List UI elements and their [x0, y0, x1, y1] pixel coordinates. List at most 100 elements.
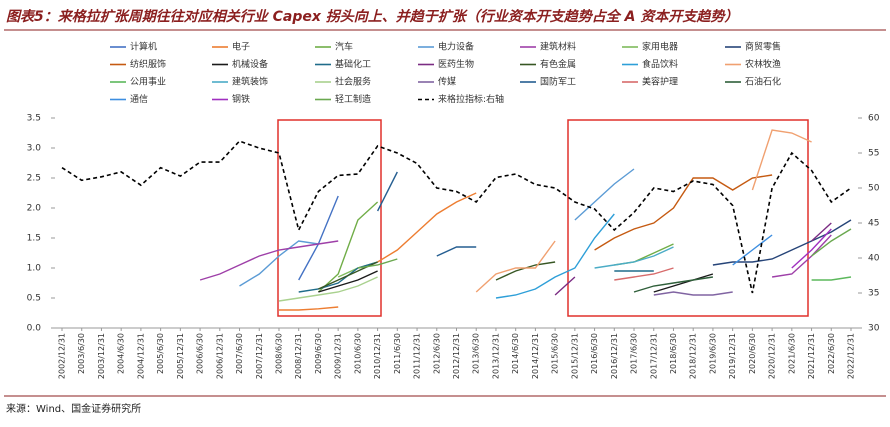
highlight-box: [277, 119, 382, 317]
series-line: [614, 267, 674, 281]
x-tick-label: 2015/12/31: [570, 333, 579, 379]
series-line: [791, 228, 832, 269]
x-tick-label: 2010/6/30: [353, 333, 362, 374]
x-tick-label: 2013/12/31: [491, 333, 500, 379]
chart-title: 图表5：来格拉扩张周期往往对应相关行业 Capex 拐头向上、并趋于扩张（行业资…: [6, 8, 738, 25]
x-tick-label: 2005/12/31: [176, 333, 185, 379]
legend-label: 国防军工: [540, 76, 576, 88]
series-line: [594, 174, 773, 251]
y-tick-label: 0.0: [27, 324, 42, 334]
x-tick-label: 2013/6/30: [472, 333, 481, 374]
x-tick-label: 2008/12/31: [294, 333, 303, 379]
x-tick-label: 2003/12/31: [97, 333, 106, 379]
series-line: [633, 276, 714, 293]
series-line: [298, 261, 654, 293]
x-tick-label: 2009/12/31: [334, 333, 343, 379]
y-tick-label: 3.0: [27, 144, 42, 154]
x-tick-label: 2011/6/30: [393, 333, 402, 374]
x-tick-label: 2011/12/31: [413, 333, 422, 379]
series-line: [594, 246, 674, 269]
series-line: [279, 192, 477, 311]
x-tick-label: 2016/6/30: [590, 333, 599, 374]
y-tick-label: 1.5: [27, 234, 41, 244]
x-tick-label: 2004/12/31: [136, 333, 145, 379]
y2-tick-label: 35: [868, 289, 879, 299]
series-line: [376, 171, 477, 257]
x-tick-label: 2008/6/30: [274, 333, 283, 374]
x-tick-label: 2022/6/30: [827, 333, 836, 374]
series-line: [554, 222, 832, 296]
highlight-box: [567, 119, 809, 317]
x-tick-label: 2012/6/30: [432, 333, 441, 374]
x-tick-label: 2018/6/30: [669, 333, 678, 374]
y2-tick-label: 55: [868, 149, 879, 159]
y2-tick-label: 30: [868, 324, 880, 334]
legend-label: 汽车: [335, 41, 353, 53]
y-tick-label: 1.0: [27, 264, 42, 274]
legend-label: 石油石化: [745, 76, 781, 88]
legend-label: 机械设备: [232, 58, 268, 70]
legend-label: 来格拉指标:右轴: [438, 93, 504, 105]
y-tick-label: 2.5: [27, 174, 41, 184]
x-tick-label: 2017/6/30: [630, 333, 639, 374]
series-line: [61, 140, 852, 294]
x-tick-label: 2020/12/31: [768, 333, 777, 379]
x-tick-label: 2019/12/31: [728, 333, 737, 379]
legend-label: 传媒: [438, 76, 456, 88]
source: 来源：Wind、国金证券研究所: [6, 402, 141, 415]
x-tick-label: 2004/6/30: [117, 333, 126, 374]
legend-label: 建筑材料: [540, 41, 576, 53]
y-tick-label: 2.0: [27, 204, 42, 214]
x-tick-label: 2002/12/31: [58, 333, 67, 379]
series-line: [653, 291, 733, 296]
legend-label: 电子: [232, 41, 250, 53]
legend-label: 纺织服饰: [130, 58, 166, 70]
series-line: [199, 234, 832, 281]
x-tick-label: 2007/6/30: [235, 333, 244, 374]
series-line: [318, 270, 714, 293]
series-line: [495, 213, 615, 299]
x-tick-label: 2003/6/30: [77, 333, 86, 374]
x-tick-label: 2009/6/30: [314, 333, 323, 374]
x-tick-label: 2021/12/31: [807, 333, 816, 379]
x-tick-label: 2015/6/30: [551, 333, 560, 374]
legend-label: 建筑装饰: [232, 76, 268, 88]
x-tick-label: 2021/6/30: [787, 333, 796, 374]
legend-label: 轻工制造: [335, 93, 371, 105]
legend-label: 食品饮料: [642, 58, 678, 70]
series-line: [475, 129, 812, 293]
x-tick-label: 2010/12/31: [373, 333, 382, 379]
x-tick-label: 2018/12/31: [689, 333, 698, 379]
x-tick-label: 2016/12/31: [610, 333, 619, 379]
series-line: [239, 168, 635, 287]
x-tick-label: 2019/6/30: [708, 333, 717, 374]
y-tick-label: 0.5: [27, 294, 41, 304]
legend-label: 通信: [130, 93, 148, 105]
x-tick-label: 2006/12/31: [215, 333, 224, 379]
y2-tick-label: 45: [868, 219, 879, 229]
legend-label: 钢铁: [232, 93, 250, 105]
series-line: [318, 261, 556, 290]
y2-tick-label: 40: [868, 254, 880, 264]
series-line: [732, 234, 773, 266]
legend-label: 美容护理: [642, 76, 678, 88]
series-line: [811, 276, 852, 281]
legend-label: 公用事业: [130, 76, 166, 88]
y-tick-label: 3.5: [27, 114, 41, 124]
legend-label: 家用电器: [642, 41, 678, 53]
y2-tick-label: 60: [868, 114, 880, 124]
legend-label: 计算机: [130, 41, 157, 53]
x-tick-label: 2005/6/30: [156, 333, 165, 374]
x-tick-label: 2020/6/30: [748, 333, 757, 374]
x-tick-label: 2006/6/30: [196, 333, 205, 374]
x-tick-label: 2014/6/30: [511, 333, 520, 374]
legend-label: 农林牧渔: [745, 58, 781, 70]
x-tick-label: 2014/12/31: [531, 333, 540, 379]
x-tick-label: 2012/12/31: [452, 333, 461, 379]
legend-label: 医药生物: [438, 58, 474, 70]
legend-label: 电力设备: [438, 41, 474, 53]
legend-label: 基础化工: [335, 58, 371, 70]
x-tick-label: 2017/12/31: [649, 333, 658, 379]
x-tick-label: 2007/12/31: [255, 333, 264, 379]
